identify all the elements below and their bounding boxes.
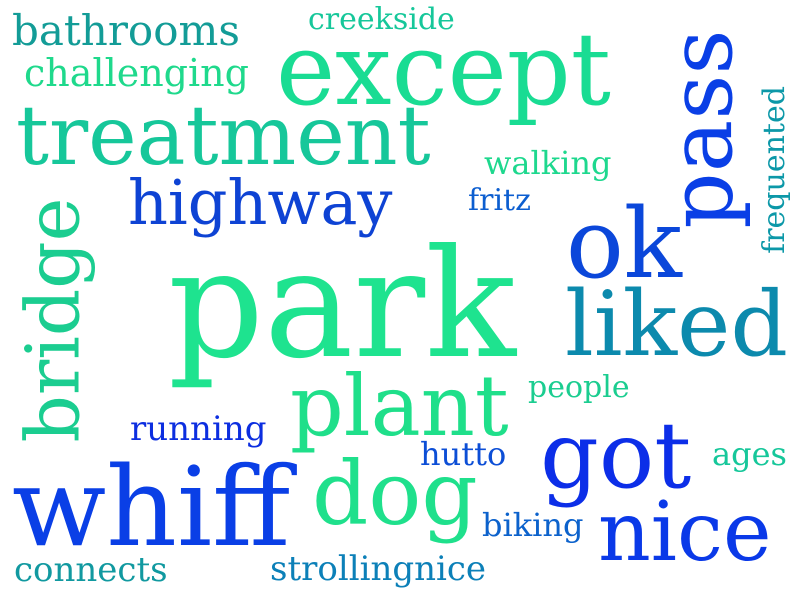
word-fritz: fritz [468, 183, 531, 218]
word-plant: plant [290, 357, 509, 455]
word-running: running [130, 409, 267, 449]
word-connects: connects [14, 550, 168, 590]
word-liked: liked [565, 272, 788, 377]
word-ok: ok [566, 188, 682, 300]
word-treatment: treatment [16, 89, 431, 184]
word-hutto: hutto [420, 435, 507, 473]
word-nice: nice [598, 485, 772, 580]
word-creekside: creekside [308, 2, 455, 37]
word-except: except [276, 11, 611, 128]
word-biking: biking [482, 506, 584, 544]
word-people: people [528, 370, 630, 405]
word-dog: dog [312, 442, 478, 545]
word-challenging: challenging [24, 51, 249, 95]
word-highway: highway [128, 166, 393, 239]
word-bathrooms: bathrooms [12, 6, 240, 55]
word-walking: walking [484, 144, 612, 182]
word-bridge: bridge [10, 197, 97, 443]
word-ages: ages [712, 435, 787, 473]
word-whiff: whiff [12, 443, 291, 571]
word-park: park [168, 218, 517, 392]
word-strollingnice: strollingnice [270, 549, 487, 589]
word-frequented: frequented [756, 86, 792, 254]
word-got: got [540, 402, 692, 509]
